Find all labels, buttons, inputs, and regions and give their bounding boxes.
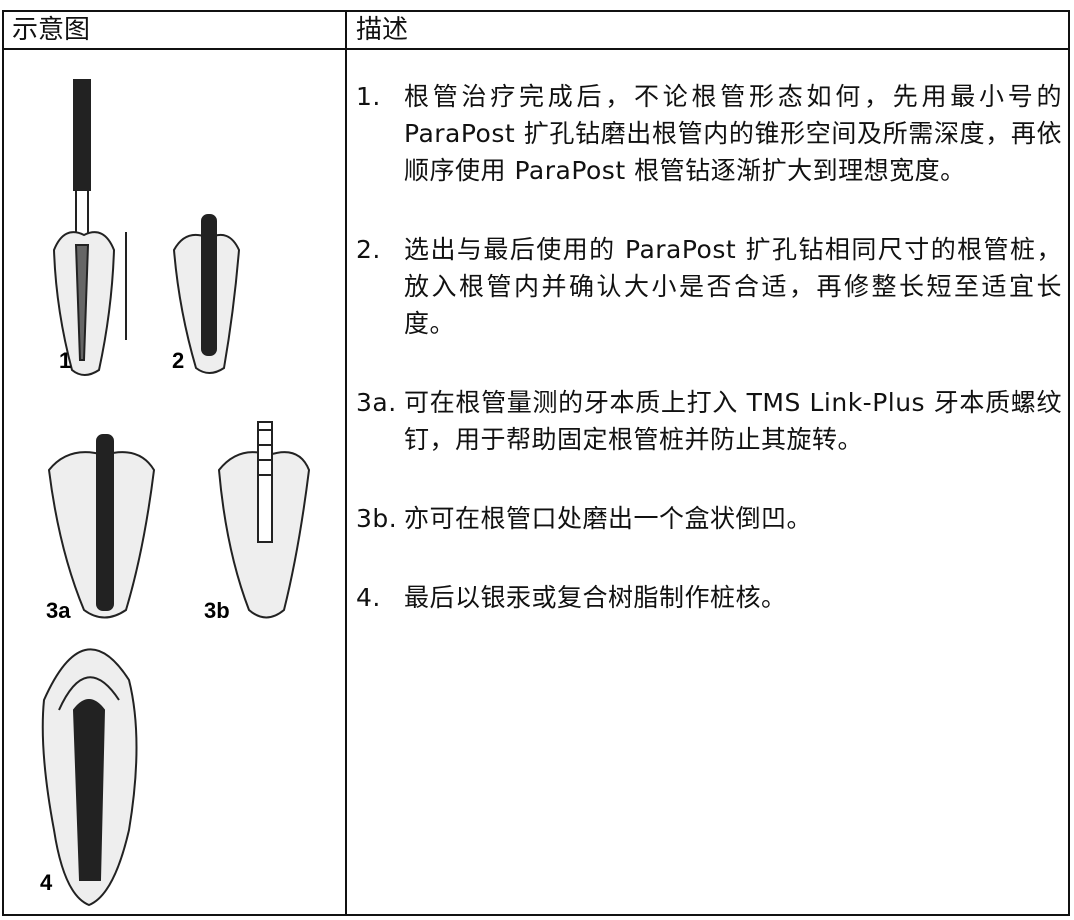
- figure-label: 3a: [46, 598, 71, 623]
- step-number: 3b.: [356, 504, 398, 533]
- step-item: 1. 根管治疗完成后，不论根管形态如何，先用最小号的 ParaPost 扩孔钻磨出…: [356, 78, 1062, 189]
- header-divider: [4, 48, 1068, 50]
- step-item: 2. 选出与最后使用的 ParaPost 扩孔钻相同尺寸的根管桩，放入根管内并确认…: [356, 231, 1062, 342]
- step-number: 3a.: [356, 388, 397, 417]
- figure-label: 3b: [204, 598, 230, 623]
- step-text: 选出与最后使用的 ParaPost 扩孔钻相同尺寸的根管桩，放入根管内并确认大小…: [404, 235, 1062, 338]
- figure-label: 4: [40, 870, 53, 895]
- step-item: 3a. 可在根管量测的牙本质上打入 TMS Link-Plus 牙本质螺纹钉，用于…: [356, 384, 1062, 458]
- step-number: 4.: [356, 583, 381, 612]
- figure-label: 1: [59, 348, 71, 373]
- figure-label: 2: [172, 348, 184, 373]
- header-cell: 描述: [356, 15, 409, 45]
- header-cell: 示意图: [12, 15, 91, 45]
- step-list: 1. 根管治疗完成后，不论根管形态如何，先用最小号的 ParaPost 扩孔钻磨出…: [356, 78, 1062, 658]
- step-text: 可在根管量测的牙本质上打入 TMS Link-Plus 牙本质螺纹钉，用于帮助固…: [404, 388, 1062, 454]
- step-item: 4. 最后以银汞或复合树脂制作桩核。: [356, 579, 1062, 616]
- column-divider: [345, 12, 347, 914]
- step-text: 亦可在根管口处磨出一个盒状倒凹。: [404, 504, 813, 533]
- step-text: 最后以银汞或复合树脂制作桩核。: [404, 583, 787, 612]
- illustrations: 1 2 3a 3b 4: [40, 79, 311, 907]
- step-number: 2.: [356, 235, 381, 264]
- step-text: 根管治疗完成后，不论根管形态如何，先用最小号的 ParaPost 扩孔钻磨出根管…: [404, 82, 1062, 185]
- step-number: 1.: [356, 82, 381, 111]
- step-item: 3b. 亦可在根管口处磨出一个盒状倒凹。: [356, 500, 1062, 537]
- table: 示意图 描述 1 2 3a 3b 4: [2, 10, 1070, 916]
